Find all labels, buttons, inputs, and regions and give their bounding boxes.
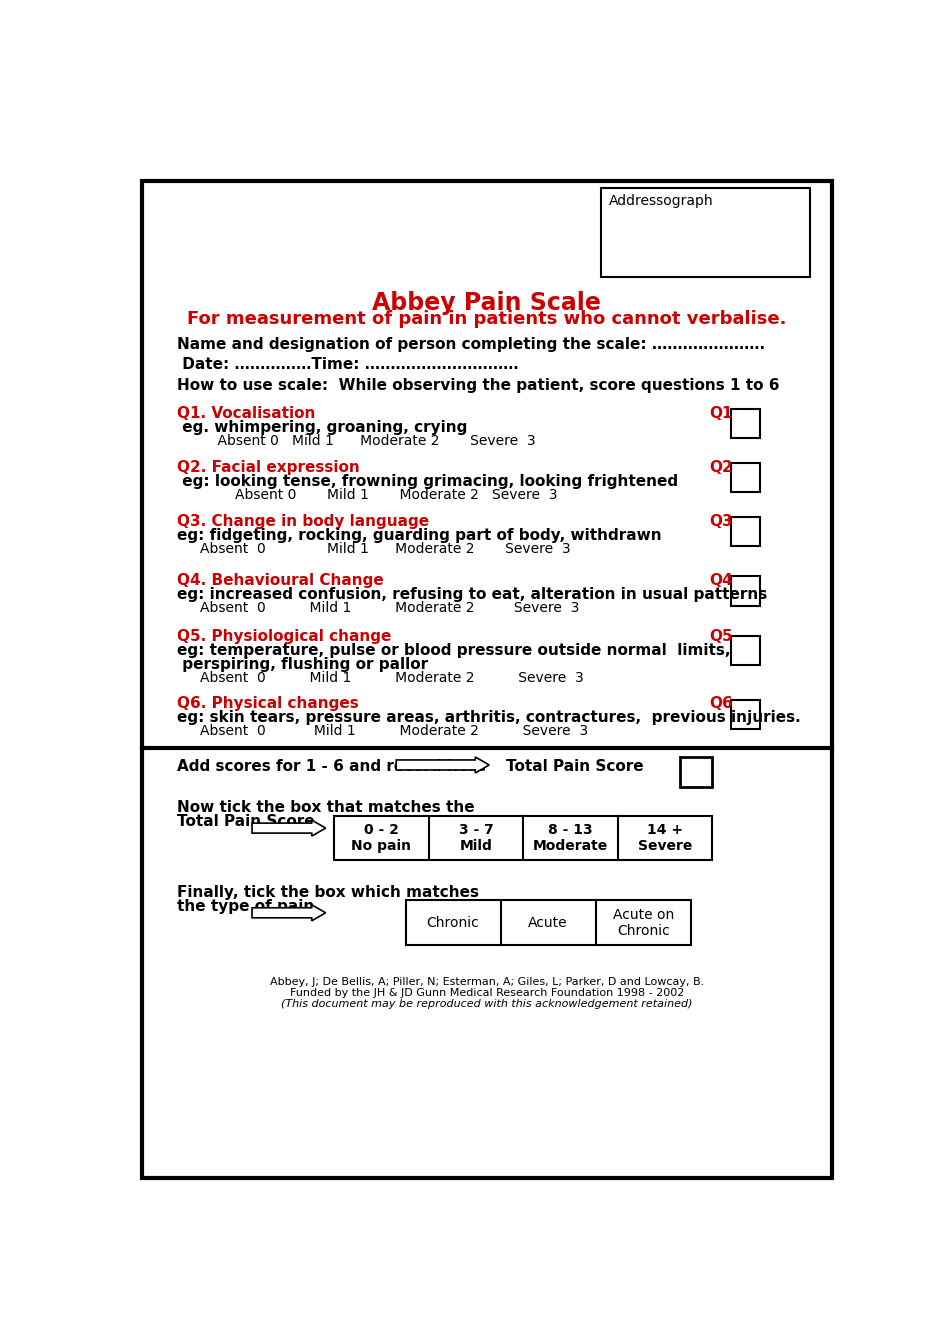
Text: perspiring, flushing or pallor: perspiring, flushing or pallor xyxy=(177,657,428,672)
Bar xyxy=(731,636,760,665)
Bar xyxy=(731,577,760,606)
Text: eg. whimpering, groaning, crying: eg. whimpering, groaning, crying xyxy=(177,419,467,435)
Bar xyxy=(600,188,810,277)
Text: Q6. Physical changes: Q6. Physical changes xyxy=(177,696,359,711)
Text: eg: looking tense, frowning grimacing, looking frightened: eg: looking tense, frowning grimacing, l… xyxy=(177,474,678,489)
FancyArrow shape xyxy=(252,905,326,921)
Text: Abbey Pain Scale: Abbey Pain Scale xyxy=(372,290,601,314)
Text: Absent  0              Mild 1      Moderate 2       Severe  3: Absent 0 Mild 1 Moderate 2 Severe 3 xyxy=(200,542,571,555)
Text: Q3: Q3 xyxy=(710,513,733,530)
Text: Name and designation of person completing the scale: ………………….: Name and designation of person completin… xyxy=(177,337,765,352)
Text: Q5. Physiological change: Q5. Physiological change xyxy=(177,629,391,644)
Bar xyxy=(680,757,712,786)
Text: Absent 0   Mild 1      Moderate 2       Severe  3: Absent 0 Mild 1 Moderate 2 Severe 3 xyxy=(200,434,536,448)
FancyArrow shape xyxy=(396,757,489,773)
Text: Absent  0          Mild 1          Moderate 2          Severe  3: Absent 0 Mild 1 Moderate 2 Severe 3 xyxy=(200,671,584,685)
Text: Add scores for 1 - 6 and record here: Add scores for 1 - 6 and record here xyxy=(177,759,486,774)
Text: Absent 0       Mild 1       Moderate 2   Severe  3: Absent 0 Mild 1 Moderate 2 Severe 3 xyxy=(200,488,558,501)
Text: Funded by the JH & JD Gunn Medical Research Foundation 1998 - 2002: Funded by the JH & JD Gunn Medical Resea… xyxy=(290,988,684,999)
Text: Absent  0          Mild 1          Moderate 2         Severe  3: Absent 0 Mild 1 Moderate 2 Severe 3 xyxy=(200,601,580,616)
Text: Q4. Behavioural Change: Q4. Behavioural Change xyxy=(177,574,384,589)
Text: How to use scale:  While observing the patient, score questions 1 to 6: How to use scale: While observing the pa… xyxy=(177,379,779,394)
Text: Now tick the box that matches the: Now tick the box that matches the xyxy=(177,801,474,816)
Text: eg: fidgeting, rocking, guarding part of body, withdrawn: eg: fidgeting, rocking, guarding part of… xyxy=(177,528,661,543)
Bar xyxy=(334,816,712,860)
Text: Q1. Vocalisation: Q1. Vocalisation xyxy=(177,406,315,421)
Text: 8 - 13
Moderate: 8 - 13 Moderate xyxy=(533,823,608,853)
Text: Total Pain Score: Total Pain Score xyxy=(506,759,644,774)
Text: Q5: Q5 xyxy=(710,629,733,644)
Text: Q4: Q4 xyxy=(710,574,733,589)
Text: 0 - 2
No pain: 0 - 2 No pain xyxy=(352,823,411,853)
Text: Abbey, J; De Bellis, A; Piller, N; Esterman, A; Giles, L; Parker, D and Lowcay, : Abbey, J; De Bellis, A; Piller, N; Ester… xyxy=(270,977,704,988)
Bar xyxy=(731,699,760,728)
FancyArrow shape xyxy=(252,820,326,836)
Text: Date: ……………Time: …………………………: Date: ……………Time: ………………………… xyxy=(177,358,519,372)
Text: Chronic: Chronic xyxy=(427,915,480,930)
Text: Q2. Facial expression: Q2. Facial expression xyxy=(177,460,360,474)
Text: Acute on
Chronic: Acute on Chronic xyxy=(613,907,674,938)
Text: 14 +
Severe: 14 + Severe xyxy=(638,823,693,853)
Text: eg: temperature, pulse or blood pressure outside normal  limits,: eg: temperature, pulse or blood pressure… xyxy=(177,644,731,659)
Text: Total Pain Score: Total Pain Score xyxy=(177,814,314,829)
Bar xyxy=(731,464,760,492)
Bar xyxy=(731,409,760,438)
Text: eg: skin tears, pressure areas, arthritis, contractures,  previous injuries.: eg: skin tears, pressure areas, arthriti… xyxy=(177,710,801,726)
Text: 3 - 7
Mild: 3 - 7 Mild xyxy=(459,823,493,853)
Text: Q6: Q6 xyxy=(710,696,733,711)
Text: Acute: Acute xyxy=(528,915,568,930)
Text: (This document may be reproduced with this acknowledgement retained): (This document may be reproduced with th… xyxy=(281,999,693,1009)
Text: For measurement of pain in patients who cannot verbalise.: For measurement of pain in patients who … xyxy=(187,310,787,328)
Text: Addressograph: Addressograph xyxy=(609,194,713,207)
Text: Q2: Q2 xyxy=(710,460,733,474)
Text: the type of pain: the type of pain xyxy=(177,899,314,914)
Text: Absent  0           Mild 1          Moderate 2          Severe  3: Absent 0 Mild 1 Moderate 2 Severe 3 xyxy=(200,724,588,738)
Text: Finally, tick the box which matches: Finally, tick the box which matches xyxy=(177,886,479,900)
Text: Q1: Q1 xyxy=(710,406,732,421)
Bar xyxy=(731,517,760,546)
Bar xyxy=(406,900,691,945)
Text: eg: increased confusion, refusing to eat, alteration in usual patterns: eg: increased confusion, refusing to eat… xyxy=(177,587,768,602)
Text: Q3. Change in body language: Q3. Change in body language xyxy=(177,513,429,530)
